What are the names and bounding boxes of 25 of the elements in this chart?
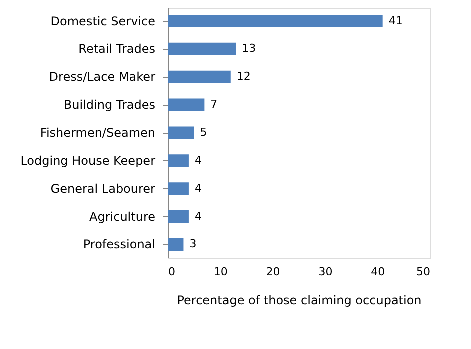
data-label: 12 [236,70,251,84]
x-tick-label: 20 [266,266,280,278]
y-tick-label: Fishermen/Seamen [40,126,156,140]
data-label: 4 [194,182,202,195]
x-tick-label: 30 [318,266,333,278]
y-tick-label: Domestic Service [50,14,156,28]
data-label: 13 [242,42,256,56]
y-tick-label: Lodging House Keeper [20,154,156,168]
y-tick-label: Professional [83,238,156,252]
data-label: 7 [210,98,218,112]
x-tick-label: 50 [416,266,430,278]
y-tick-label: Retail Trades [78,42,156,56]
data-label: 4 [194,210,202,223]
x-axis-title: Percentage of those claiming occupation [177,294,422,308]
y-tick-label: Dress/Lace Maker [49,70,156,84]
y-tick-label: General Labourer [50,182,156,196]
data-label: 4 [194,154,202,167]
data-label: 41 [388,14,403,28]
data-label: 3 [190,238,197,251]
data-label: 5 [200,126,208,139]
y-tick-label: Agriculture [90,210,156,224]
y-tick-label: Building Trades [64,98,156,112]
x-tick-label: 0 [168,266,176,278]
x-tick-label: 40 [371,266,386,278]
x-tick-label: 10 [214,266,228,278]
